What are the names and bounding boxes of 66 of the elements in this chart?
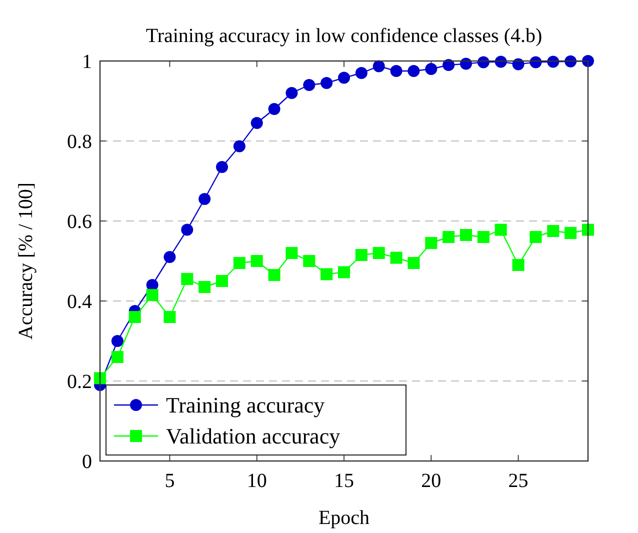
point [233,257,246,269]
point [94,372,106,384]
y-tick-label: 0.4 [67,291,92,313]
point [164,311,176,323]
point [408,65,420,77]
point [233,140,246,152]
point [460,58,472,70]
point [268,103,280,115]
point [181,273,194,285]
point [512,259,524,271]
point [494,224,507,236]
point [442,59,455,71]
point [286,247,298,259]
y-tick-label: 0.8 [67,131,92,153]
point [198,281,211,293]
point [250,255,263,267]
point [286,87,298,99]
point [372,247,385,259]
point [425,63,438,75]
point [338,72,350,84]
point [268,269,280,281]
point [477,231,490,243]
point [181,224,194,236]
point [146,289,158,301]
point [303,79,316,91]
x-tick-label: 25 [508,470,528,492]
legend-label: Training accuracy [166,392,325,418]
point [530,231,542,243]
x-tick-label: 15 [334,470,354,492]
point [425,237,438,249]
y-axis-title: Accuracy [% / 100] [15,182,37,340]
point [250,117,263,129]
y-tick-label: 0.6 [67,211,92,233]
point [355,249,368,261]
point [128,311,141,323]
point [355,67,368,79]
point [408,257,420,269]
point [442,231,455,243]
point [390,252,402,264]
point [216,161,228,173]
point [564,55,577,68]
y-tick-label: 1 [82,51,92,73]
x-tick-label: 10 [246,470,267,492]
point [111,335,124,347]
y-tick-label: 0 [82,451,92,473]
point [582,224,594,236]
point [564,227,577,239]
point [460,229,472,241]
y-tick-label: 0.2 [67,371,92,393]
point [338,266,350,278]
x-tick-label: 20 [421,470,442,492]
point [303,255,316,267]
point [111,351,124,363]
point [320,77,333,89]
point [512,58,524,70]
chart-title: Training accuracy in low confidence classes (4.b) [146,25,542,47]
point [164,251,176,263]
legend-label: Validation accuracy [166,424,340,449]
point [372,60,385,72]
point [216,275,228,287]
x-tick-label: 5 [164,470,175,492]
point [390,65,402,77]
point [320,268,333,280]
x-axis-title: Epoch [318,507,370,529]
point [547,225,560,237]
point [198,193,211,205]
